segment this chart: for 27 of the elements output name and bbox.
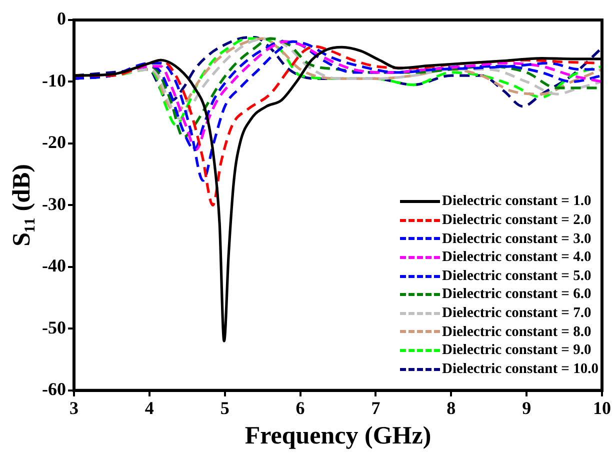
legend-label: Dielectric constant = 6.0 bbox=[442, 285, 592, 304]
x-tick-label: 3 bbox=[69, 398, 78, 418]
legend-label: Dielectric constant = 3.0 bbox=[442, 230, 592, 248]
y-tick-label: -40 bbox=[42, 256, 66, 276]
x-axis-title: Frequency (GHz) bbox=[244, 422, 432, 450]
legend-label: Dielectric constant = 2.0 bbox=[442, 210, 592, 230]
legend-label: Dielectric constant = 4.0 bbox=[442, 248, 592, 267]
y-tick-label: -20 bbox=[42, 132, 66, 152]
y-tick-label: -10 bbox=[42, 70, 66, 90]
y-tick-label: -50 bbox=[42, 317, 66, 338]
legend-label: Dielectric constant = 5.0 bbox=[442, 266, 592, 286]
x-tick-label: 7 bbox=[371, 398, 380, 418]
legend-label: Dielectric constant = 9.0 bbox=[442, 341, 592, 360]
x-tick-label: 6 bbox=[296, 398, 305, 418]
legend-label: Dielectric constant = 8.0 bbox=[442, 322, 592, 342]
x-tick-label: 5 bbox=[220, 398, 230, 418]
legend-label: Dielectric constant = 7.0 bbox=[442, 304, 592, 323]
x-tick-label: 4 bbox=[144, 398, 154, 418]
legend-label: Dielectric constant = 1.0 bbox=[442, 192, 592, 211]
y-tick-label: -30 bbox=[42, 194, 66, 214]
y-tick-label: 0 bbox=[56, 8, 66, 29]
x-tick-label: 8 bbox=[446, 398, 456, 418]
y-tick-label: -60 bbox=[42, 379, 66, 400]
legend-label: Dielectric constant = 10.0 bbox=[442, 360, 598, 378]
y-axis-title: S₁₁ (dB) bbox=[8, 164, 36, 246]
x-tick-label: 10 bbox=[593, 398, 611, 418]
x-tick-label: 9 bbox=[522, 398, 532, 418]
